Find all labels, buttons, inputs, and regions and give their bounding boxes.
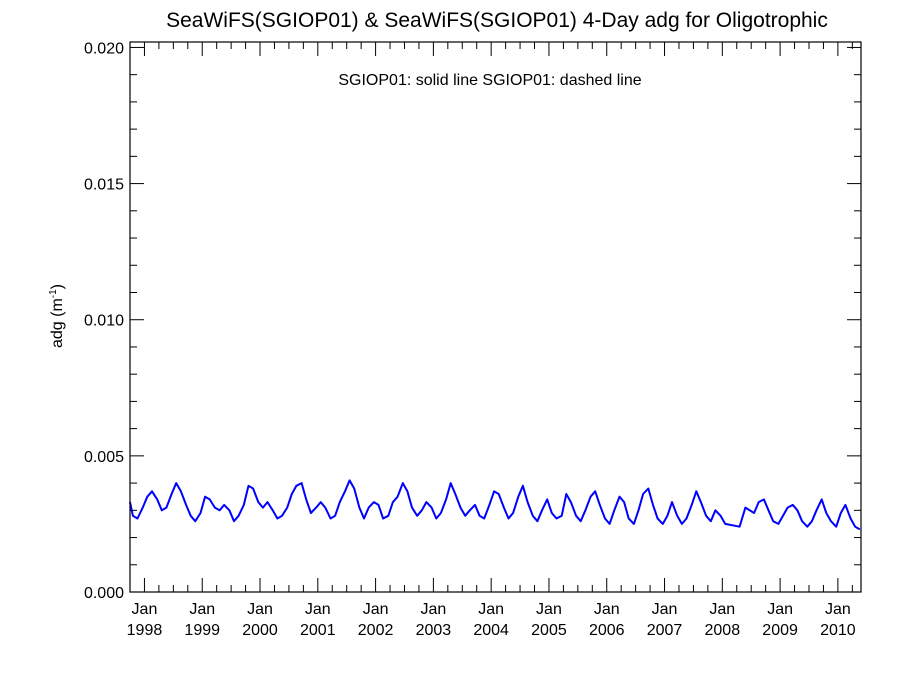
x-tick-label-year: 2004: [473, 622, 509, 639]
x-tick-label-year: 2009: [762, 622, 798, 639]
legend-text: SGIOP01: solid line SGIOP01: dashed line: [338, 72, 641, 89]
x-tick-label-month: Jan: [305, 601, 331, 618]
x-tick-label-year: 1998: [127, 622, 163, 639]
y-tick-label: 0.005: [84, 449, 124, 466]
x-tick-label-year: 2008: [705, 622, 741, 639]
x-tick-label-year: 2000: [242, 622, 278, 639]
chart-title: SeaWiFS(SGIOP01) & SeaWiFS(SGIOP01) 4-Da…: [166, 9, 828, 32]
y-tick-label: 0.010: [84, 313, 124, 330]
x-tick-label-month: Jan: [247, 601, 273, 618]
x-tick-label-month: Jan: [189, 601, 215, 618]
y-axis-label-close: ): [49, 284, 66, 289]
x-tick-label-month: Jan: [652, 601, 678, 618]
x-tick-label-month: Jan: [825, 601, 851, 618]
x-tick-label-month: Jan: [363, 601, 389, 618]
axes: 0.000 0.005 0.010 0.015 0.020 Jan 1998 Jan 1999 J…: [84, 40, 861, 639]
x-tick-label-year: 2005: [531, 622, 567, 639]
x-tick-label-year: 2003: [416, 622, 452, 639]
x-tick-label-month: Jan: [478, 601, 504, 618]
x-tick-label-month: Jan: [709, 601, 735, 618]
plot-frame: [129, 41, 862, 593]
y-tick-label: 0.000: [84, 585, 124, 602]
x-tick-label-year: 2006: [589, 622, 625, 639]
y-tick-label: 0.020: [84, 40, 124, 57]
y-tick-label: 0.015: [84, 177, 124, 194]
x-tick-label-month: Jan: [536, 601, 562, 618]
x-tick-label-year: 2001: [300, 622, 336, 639]
x-tick-label-month: Jan: [767, 601, 793, 618]
x-tick-label-year: 2007: [647, 622, 683, 639]
series-marks: [129, 479, 861, 531]
x-tick-label-month: Jan: [420, 601, 446, 618]
x-tick-label-year: 2002: [358, 622, 394, 639]
series-line: [129, 479, 861, 531]
x-tick-label-year: 2010: [820, 622, 856, 639]
y-axis-label: adg (m-1): [48, 284, 66, 348]
x-tick-label-month: Jan: [132, 601, 158, 618]
y-axis-label-main: adg (m: [49, 298, 66, 348]
x-tick-label-month: Jan: [594, 601, 620, 618]
x-tick-label-year: 1999: [184, 622, 220, 639]
y-axis-label-superscript: -1: [48, 289, 59, 298]
